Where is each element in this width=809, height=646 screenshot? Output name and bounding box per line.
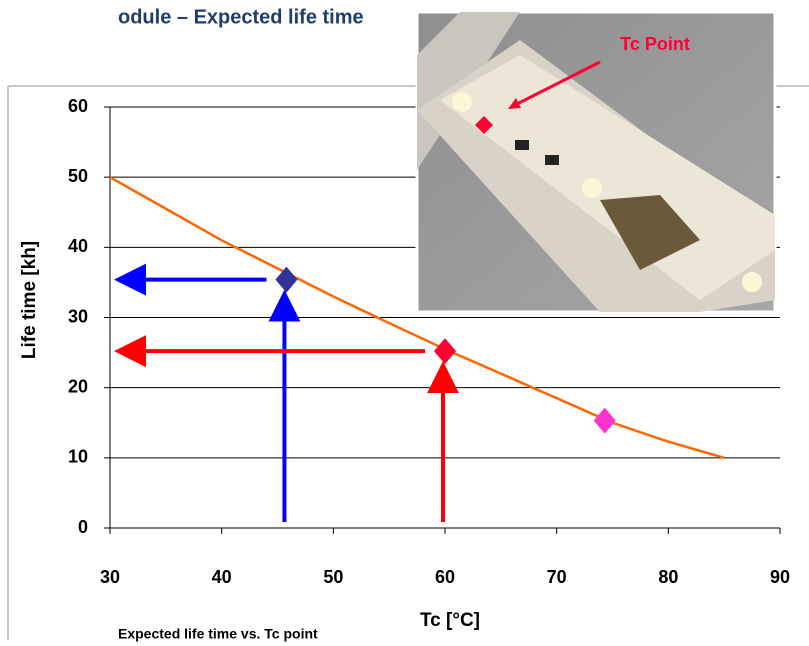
inset-label: Tc Point	[620, 34, 690, 54]
x-tick-label: 70	[547, 567, 567, 587]
y-tick-label: 50	[68, 166, 88, 186]
y-tick-label: 20	[68, 376, 88, 396]
y-axis-label: Life time [kh]	[19, 241, 40, 359]
x-tick-label: 30	[100, 567, 120, 587]
x-tick-label: 80	[658, 567, 678, 587]
x-tick-label: 90	[770, 567, 790, 587]
y-tick-label: 30	[68, 306, 88, 326]
slide-title: odule – Expected life time	[118, 6, 364, 28]
tc-marker	[434, 338, 456, 365]
tc-marker	[593, 407, 616, 434]
x-tick-label: 40	[212, 567, 232, 587]
y-tick-label: 60	[68, 96, 88, 116]
life-time-line	[109, 176, 725, 460]
x-tick-label: 60	[435, 567, 455, 587]
inset-photo	[415, 10, 777, 314]
tc-marker	[275, 266, 298, 293]
caption: Expected life time vs. Tc point	[118, 626, 318, 642]
y-tick-label: 0	[78, 517, 88, 537]
y-tick-label: 10	[68, 447, 88, 467]
x-axis-label: Tc [°C]	[420, 610, 480, 631]
y-tick-label: 40	[68, 236, 88, 256]
x-tick-label: 50	[323, 567, 343, 587]
